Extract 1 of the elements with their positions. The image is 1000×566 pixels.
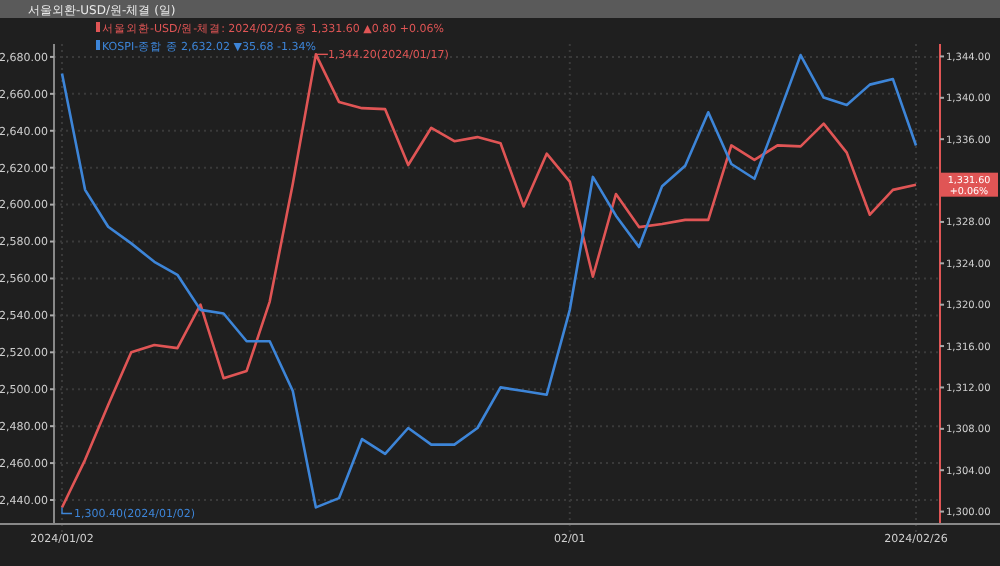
line-series (60, 53, 918, 509)
